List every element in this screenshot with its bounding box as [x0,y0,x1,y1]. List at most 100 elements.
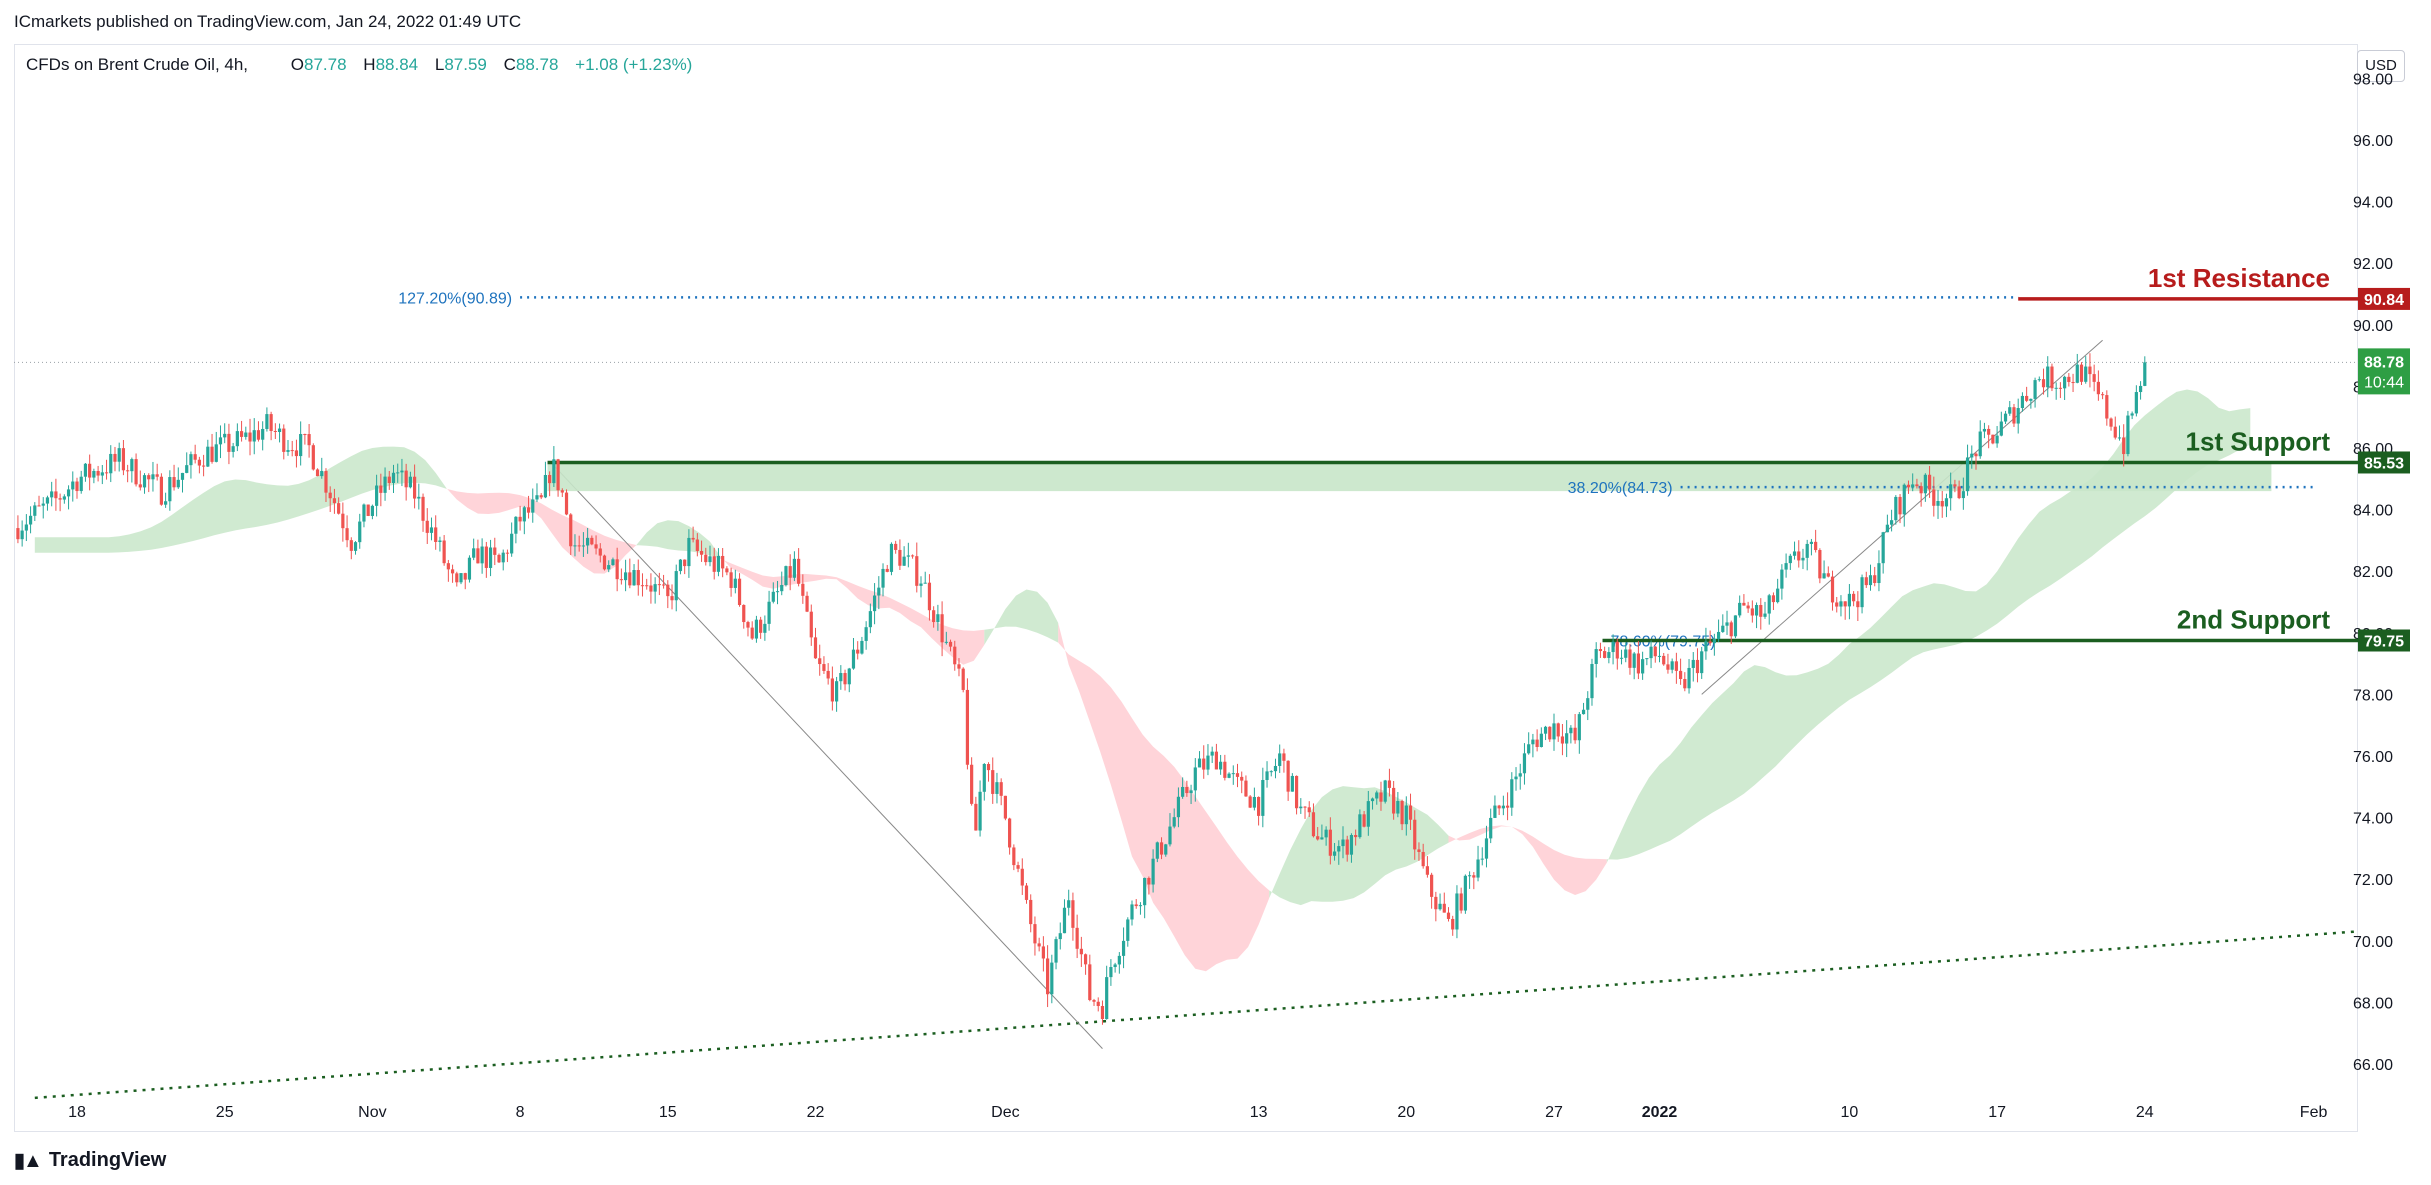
cloud-bullish [1606,389,2251,863]
candle-body [1290,775,1294,792]
symbol-name[interactable]: CFDs on Brent Crude Oil, 4h, [26,55,249,74]
candle-body [611,559,615,566]
candle [1805,539,1809,571]
support-2-tag-box [2358,629,2410,652]
candle-body [1999,421,2003,436]
candle [683,559,687,575]
time-tick-label: 13 [1250,1104,1268,1121]
candle-body [535,495,539,500]
tradingview-logo[interactable]: ▮▲ TradingView [14,1148,166,1173]
candle [223,423,227,444]
candle-body [518,516,522,522]
candle-body [590,537,594,545]
candle-body [1860,577,1864,608]
candle-body [172,477,176,488]
candle-body [1092,1000,1096,1002]
candle-body [1370,798,1375,802]
candle [383,467,387,501]
close-label: C [503,55,516,74]
candle-body [476,548,480,564]
currency-button[interactable]: USD [2357,50,2405,82]
support-2-tag-text: 79.75 [2364,634,2404,651]
publisher-line: ICmarkets published on TradingView.com, … [14,12,522,31]
candle-body [2109,418,2113,427]
candle [210,433,214,464]
candle [159,473,163,506]
candle-body [607,565,611,570]
candle [366,504,370,517]
candle-body [277,428,282,432]
candle-body [1898,496,1902,515]
candle [581,532,585,557]
candle-body [919,583,923,586]
candle-body [1746,605,1750,609]
candle-body [1695,659,1700,674]
candle-body [1476,859,1480,878]
candle-body [1603,651,1607,658]
candle [1628,643,1632,675]
candle-body [320,470,324,477]
candle-body [1543,726,1548,734]
candle [716,548,721,577]
candle-body [1662,655,1666,665]
candle-body [1716,631,1721,640]
candle-body [383,476,387,493]
candle-body [1121,940,1126,956]
candle-body [1341,839,1345,847]
candle-body [1193,767,1197,791]
candle [362,503,366,528]
candle-body [826,670,830,679]
candle [1442,892,1446,913]
support-1-label: 1st Support [2186,426,2331,456]
candle-body [151,474,155,480]
candle-body [1054,939,1058,963]
candle [24,514,28,542]
candle [176,467,180,489]
candle [1847,584,1851,620]
candle-body [1792,551,1797,556]
resistance-1-label: 1st Resistance [2148,263,2330,293]
candle [341,502,345,542]
candle-body [628,572,632,586]
candle-body [1835,602,1839,607]
high-value: 88.84 [375,55,419,74]
candle-body [1362,814,1366,827]
candle [518,505,522,531]
candle [1185,780,1189,797]
candle-body [273,430,277,432]
candle [231,442,235,458]
candle [927,574,932,621]
candle-body [1518,773,1522,777]
candle-body [830,678,834,702]
candle [1307,801,1311,817]
candle-body [413,476,417,499]
candle-body [155,474,159,477]
price-tick-label: 76.00 [2353,749,2393,766]
candle [41,497,45,519]
candle [1915,478,1919,489]
candle-body [1366,801,1370,827]
low-value: 87.59 [444,55,487,74]
candle [1607,647,1611,664]
candle [358,513,362,549]
candle-body [885,568,889,572]
candle [1155,841,1159,863]
candle-body [1982,428,1987,432]
candle [79,470,83,494]
candle-body [1881,532,1885,564]
candle-body [1421,851,1425,867]
candle [1982,422,1987,439]
candle [940,601,944,657]
candle [244,426,248,440]
time-tick-label: 10 [1841,1104,1859,1121]
candle-body [2012,407,2016,424]
candle [476,539,480,564]
price-tick-label: 70.00 [2353,934,2393,951]
candle-body [1565,733,1569,744]
candle [206,439,210,468]
candle-body [1299,806,1303,809]
candle [96,465,100,482]
candle [1548,726,1552,742]
candle-body [1379,792,1383,802]
